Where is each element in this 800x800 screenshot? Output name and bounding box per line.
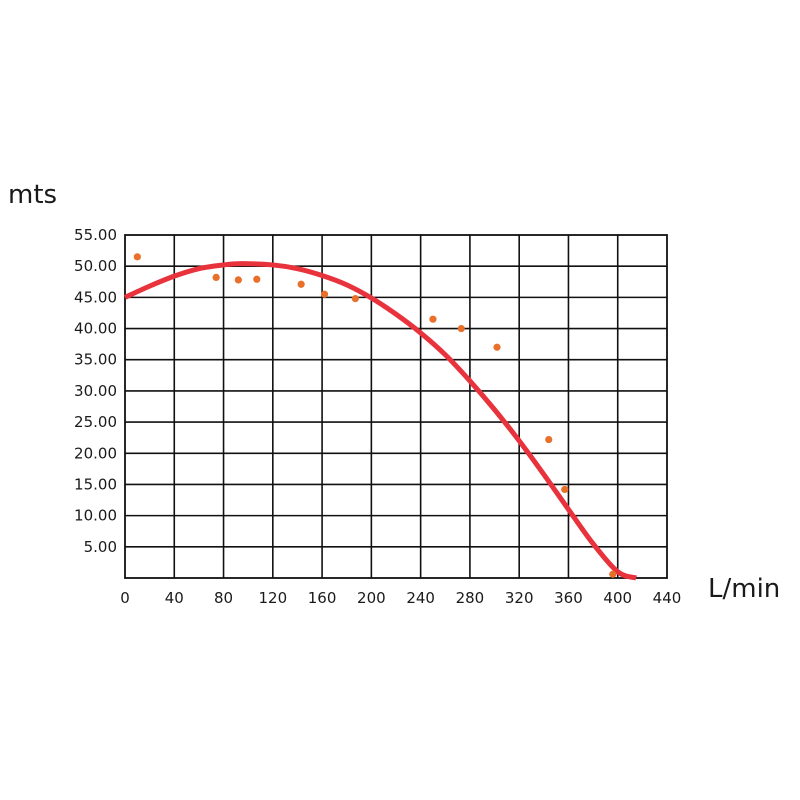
y-tick-label: 20.00 <box>74 444 117 462</box>
data-point <box>545 435 553 444</box>
points-layer <box>133 253 617 578</box>
curve-layer <box>123 261 638 581</box>
x-tick-label: 360 <box>554 589 583 607</box>
performance-curve <box>123 261 638 581</box>
y-tick-label: 15.00 <box>74 475 117 493</box>
x-tick-label: 440 <box>653 589 682 607</box>
data-point <box>457 324 465 333</box>
data-point <box>429 315 437 323</box>
y-axis-title: mts <box>8 180 57 210</box>
x-tick-label: 400 <box>603 589 632 607</box>
y-tick-label: 45.00 <box>74 288 117 306</box>
y-tick-label: 5.00 <box>84 538 117 556</box>
y-tick-label: 35.00 <box>74 351 117 369</box>
data-point <box>493 343 501 351</box>
x-tick-label: 40 <box>165 589 184 607</box>
x-tick-label: 240 <box>406 589 435 607</box>
data-point <box>561 485 569 494</box>
y-tick-label: 10.00 <box>74 507 117 525</box>
data-point <box>320 290 329 298</box>
x-tick-label: 80 <box>214 589 233 607</box>
y-tick-label: 50.00 <box>74 257 117 275</box>
data-point <box>253 275 261 283</box>
x-axis-title: L/min <box>708 574 780 604</box>
data-point <box>609 570 617 578</box>
y-tick-label: 55.00 <box>74 226 117 244</box>
data-point <box>133 253 141 261</box>
x-tick-label: 160 <box>308 589 337 607</box>
ticks-layer: 0 40 80 120 160 200 240 280 320 360 400 440 5.00 10.0… <box>74 226 681 607</box>
x-tick-label: 200 <box>357 589 386 607</box>
x-tick-label: 120 <box>258 589 287 607</box>
y-tick-label: 25.00 <box>74 413 117 431</box>
y-tick-label: 40.00 <box>74 320 117 338</box>
data-point <box>212 273 220 282</box>
grid <box>124 234 668 579</box>
plot-frame <box>124 234 668 579</box>
data-point <box>234 276 242 284</box>
y-tick-label: 30.00 <box>74 382 117 400</box>
data-point <box>297 280 305 288</box>
x-tick-label: 320 <box>505 589 534 607</box>
x-tick-label: 280 <box>456 589 485 607</box>
data-point <box>351 295 359 303</box>
x-tick-label: 0 <box>120 589 130 607</box>
